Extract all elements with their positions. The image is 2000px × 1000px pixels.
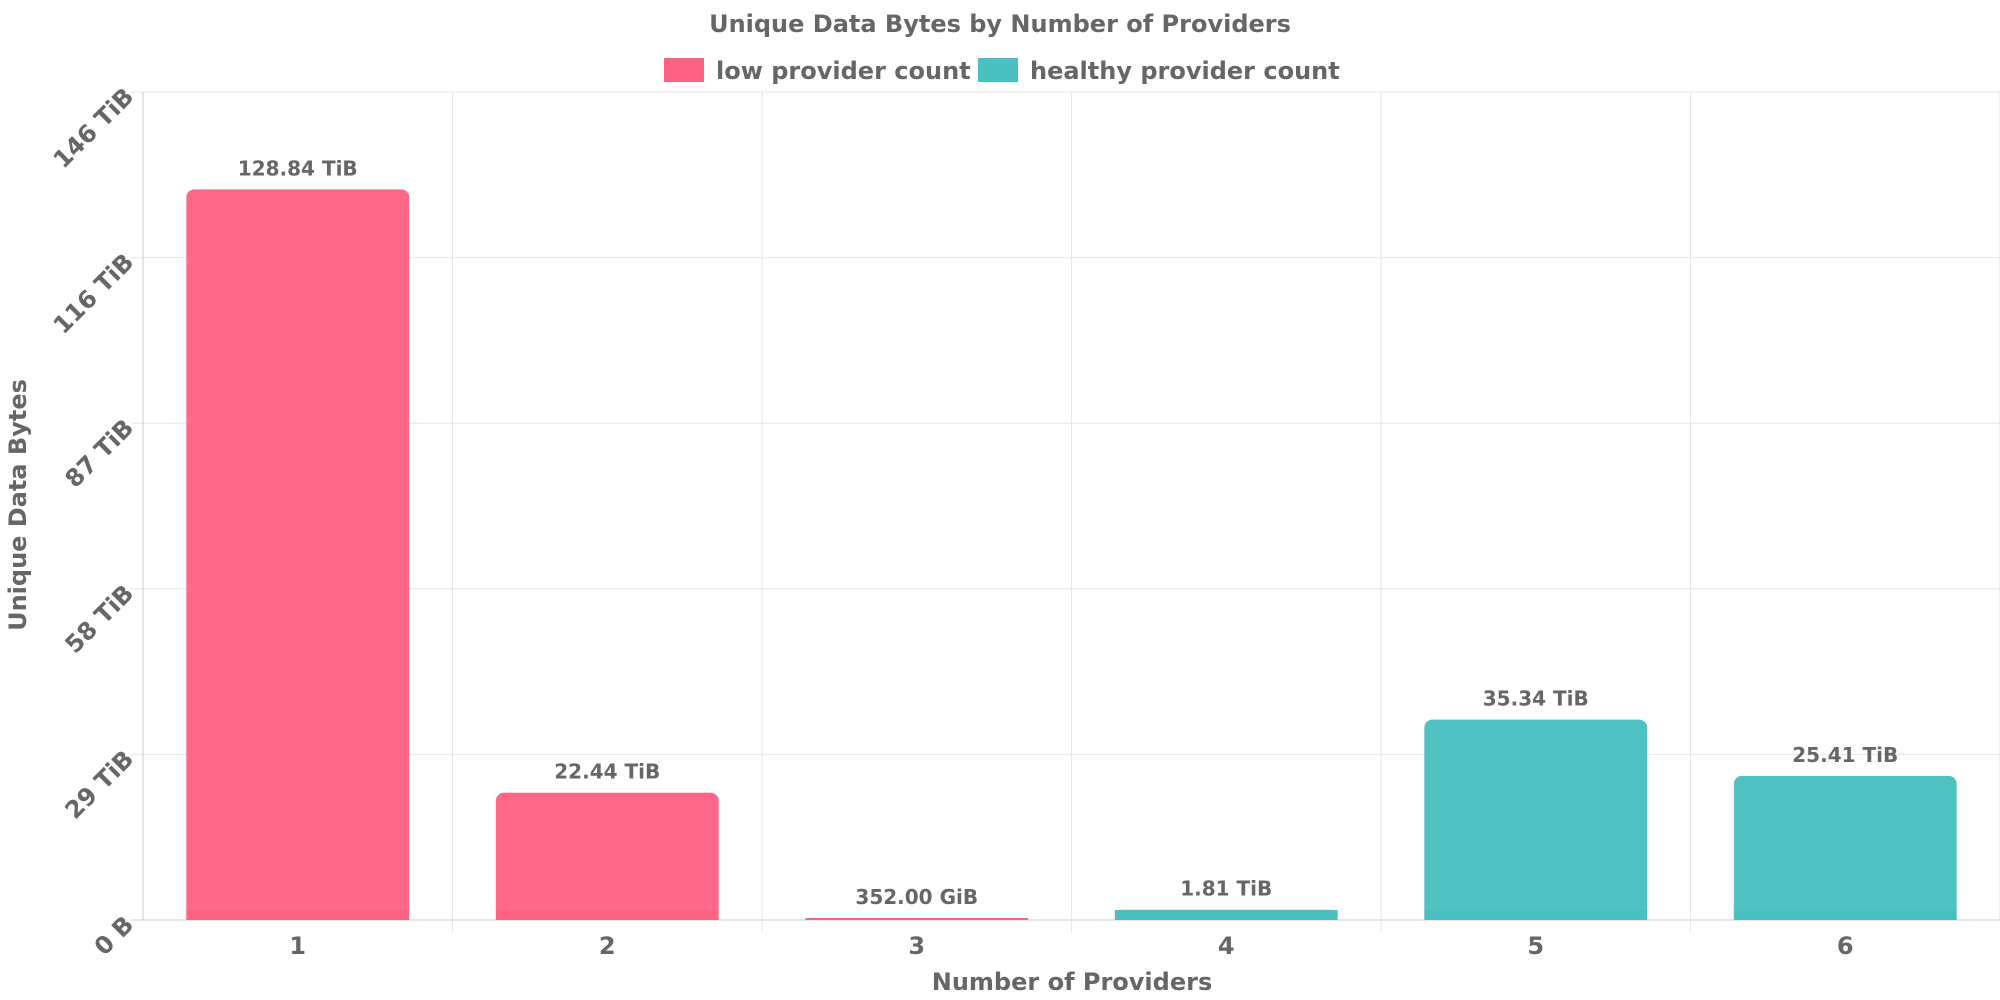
x-tick-label: 2 <box>599 932 616 960</box>
y-axis-title: Unique Data Bytes <box>4 379 32 631</box>
legend: low provider count healthy provider coun… <box>664 57 1340 85</box>
legend-label-low[interactable]: low provider count <box>716 57 971 85</box>
bar-value-label: 128.84 TiB <box>238 156 358 180</box>
bar-value-label: 352.00 GiB <box>855 885 978 909</box>
bar-base <box>186 910 410 920</box>
x-tick-label: 1 <box>289 932 306 960</box>
legend-label-healthy[interactable]: healthy provider count <box>1030 57 1340 85</box>
grid <box>131 91 2000 932</box>
bars: 128.84 TiB 22.44 TiB 352.00 GiB 1.81 TiB 35.… <box>186 156 1957 920</box>
x-tick-label: 3 <box>908 932 925 960</box>
y-tick-label: 29 TiB <box>60 745 140 825</box>
bar-value-label: 22.44 TiB <box>554 760 660 784</box>
chart-title: Unique Data Bytes by Number of Providers <box>709 10 1291 38</box>
x-axis-title: Number of Providers <box>932 968 1212 996</box>
bar-base <box>1733 910 1957 920</box>
bar-value-label: 35.34 TiB <box>1483 687 1589 711</box>
x-tick-label: 4 <box>1218 932 1235 960</box>
legend-swatch-low[interactable] <box>664 58 704 82</box>
y-axis-ticks: 0 B 29 TiB 58 TiB 87 TiB 116 TiB 146 TiB <box>48 82 139 960</box>
bar[interactable] <box>186 189 410 920</box>
legend-swatch-healthy[interactable] <box>978 58 1018 82</box>
bar-base <box>1424 910 1648 920</box>
bar-base <box>495 910 719 920</box>
y-tick-label: 87 TiB <box>60 414 140 494</box>
y-tick-label: 58 TiB <box>60 579 140 659</box>
y-tick-label: 146 TiB <box>48 82 139 173</box>
x-tick-label: 5 <box>1527 932 1544 960</box>
bar-value-label: 1.81 TiB <box>1180 877 1272 901</box>
bar[interactable] <box>1424 719 1648 920</box>
y-tick-label: 0 B <box>89 910 139 960</box>
y-tick-label: 116 TiB <box>48 248 139 339</box>
bar[interactable] <box>495 792 719 920</box>
bar-base <box>805 918 1029 920</box>
bar-base <box>1114 910 1338 920</box>
bar-value-label: 25.41 TiB <box>1792 743 1898 767</box>
x-axis-ticks: 1 2 3 4 5 6 <box>289 932 1853 960</box>
x-tick-label: 6 <box>1837 932 1854 960</box>
bar[interactable] <box>1733 775 1957 920</box>
